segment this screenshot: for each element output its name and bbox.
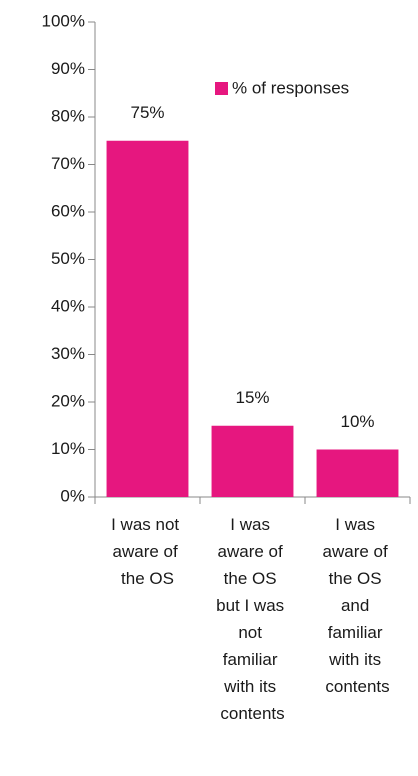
y-tick-label: 20% [51, 391, 85, 410]
data-label: 75% [130, 103, 164, 122]
x-tick-label: I was aware of the OS but I was not fami… [216, 515, 289, 723]
y-tick-label: 90% [51, 59, 85, 78]
y-tick-label: 30% [51, 344, 85, 363]
y-tick-label: 100% [42, 11, 85, 30]
y-tick-label: 70% [51, 154, 85, 173]
legend-swatch [215, 82, 228, 95]
y-tick-label: 0% [60, 486, 85, 505]
y-tick-label: 50% [51, 249, 85, 268]
x-tick-label: I was not aware of the OS [111, 515, 184, 588]
legend-label: % of responses [232, 78, 349, 97]
y-tick-label: 80% [51, 106, 85, 125]
bar [106, 140, 189, 497]
y-tick-label: 40% [51, 296, 85, 315]
bar [211, 425, 294, 497]
bar [316, 449, 399, 497]
data-label: 10% [340, 412, 374, 431]
y-tick-label: 60% [51, 201, 85, 220]
y-tick-label: 10% [51, 439, 85, 458]
data-label: 15% [235, 388, 269, 407]
x-tick-label: I was aware of the OS and familiar with … [323, 515, 393, 696]
